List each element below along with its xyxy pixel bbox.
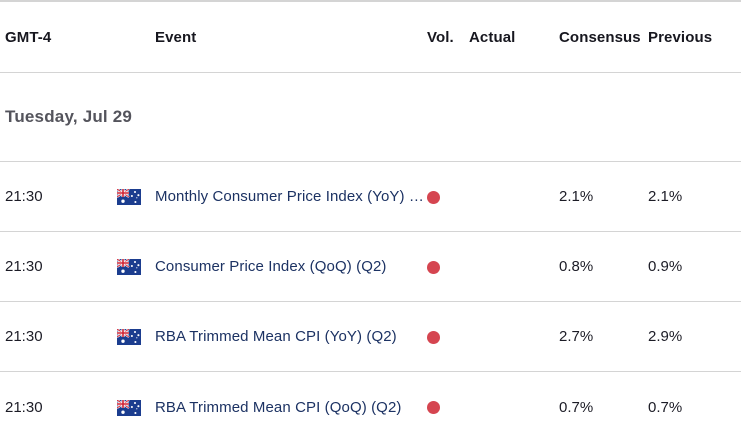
previous-value: 2.1% bbox=[648, 188, 683, 205]
event-link[interactable]: RBA Trimmed Mean CPI (YoY) (Q2) bbox=[155, 328, 397, 345]
col-header-time: GMT-4 bbox=[5, 28, 52, 46]
volatility-dot-icon bbox=[427, 330, 440, 344]
previous-value: 2.9% bbox=[648, 328, 683, 345]
event-link[interactable]: Monthly Consumer Price Index (YoY) … bbox=[155, 188, 424, 205]
event-link[interactable]: RBA Trimmed Mean CPI (QoQ) (Q2) bbox=[155, 398, 402, 416]
consensus-value: 2.1% bbox=[559, 188, 594, 205]
col-header-consensus: Consensus bbox=[559, 28, 641, 46]
volatility-dot-icon bbox=[427, 401, 440, 415]
table-row[interactable]: 21:30 bbox=[0, 372, 741, 442]
consensus-value: 0.8% bbox=[559, 258, 594, 275]
australia-flag-icon bbox=[117, 189, 141, 206]
event-link[interactable]: Consumer Price Index (QoQ) (Q2) bbox=[155, 258, 387, 275]
consensus-value: 2.7% bbox=[559, 328, 594, 345]
event-time: 21:30 bbox=[5, 328, 43, 345]
australia-flag-icon bbox=[117, 399, 141, 416]
event-time: 21:30 bbox=[5, 258, 43, 275]
date-header: Tuesday, Jul 29 bbox=[5, 107, 133, 126]
col-header-actual: Actual bbox=[469, 28, 516, 46]
date-header-row: Tuesday, Jul 29 bbox=[0, 73, 741, 162]
col-header-previous: Previous bbox=[648, 28, 713, 46]
volatility-dot-icon bbox=[427, 190, 440, 204]
previous-value: 0.9% bbox=[648, 258, 683, 275]
col-header-volatility: Vol. bbox=[427, 28, 454, 46]
event-rows-container: 21:30 bbox=[0, 162, 741, 442]
table-row[interactable]: 21:30 bbox=[0, 162, 741, 232]
consensus-value: 0.7% bbox=[559, 398, 594, 416]
event-time: 21:30 bbox=[5, 398, 43, 416]
previous-value: 0.7% bbox=[648, 398, 683, 416]
australia-flag-icon bbox=[117, 259, 141, 276]
volatility-dot-icon bbox=[427, 260, 440, 274]
table-row[interactable]: 21:30 bbox=[0, 302, 741, 372]
event-time: 21:30 bbox=[5, 188, 43, 205]
table-row[interactable]: 21:30 bbox=[0, 232, 741, 302]
table-header-row: GMT-4 Event Vol. Actual Consensus Previo… bbox=[0, 2, 741, 73]
australia-flag-icon bbox=[117, 329, 141, 346]
col-header-event: Event bbox=[155, 28, 197, 46]
